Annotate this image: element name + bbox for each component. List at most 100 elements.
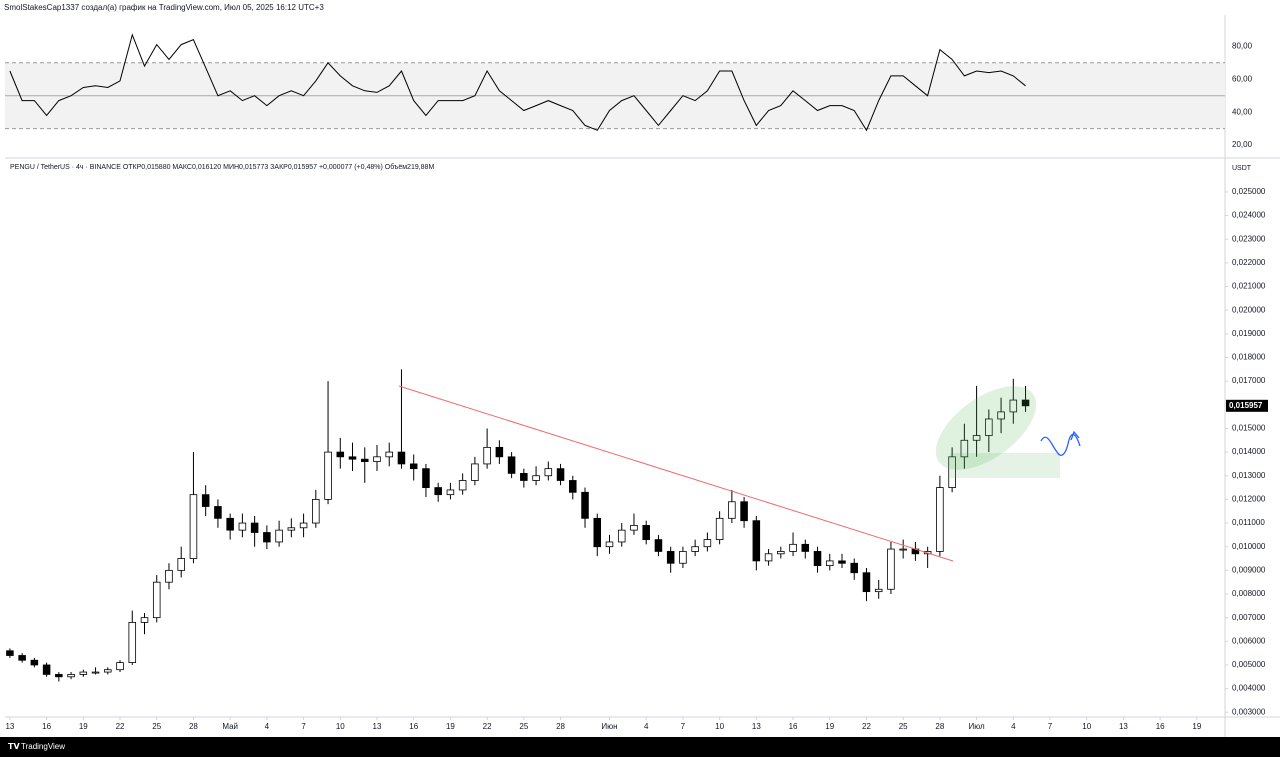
candle-body xyxy=(67,674,75,678)
candle-body xyxy=(532,475,540,481)
rsi-pane: 80,00 60,00 40,00 20,00 xyxy=(5,33,1253,149)
support-zone xyxy=(950,453,1060,478)
candle-body xyxy=(214,506,222,519)
candle-body xyxy=(348,456,357,460)
trendline xyxy=(398,385,954,562)
candle-body xyxy=(936,487,944,552)
candle-body xyxy=(238,522,247,531)
x-tick-label: 13 xyxy=(752,722,761,731)
x-tick-label: 22 xyxy=(862,722,871,731)
candle-body xyxy=(569,480,577,493)
y-tick-label: 0,007000 xyxy=(1232,613,1266,622)
candle-body xyxy=(55,674,63,678)
candle-body xyxy=(789,543,797,552)
candle-body xyxy=(764,553,773,562)
y-tick-label: 0,004000 xyxy=(1232,684,1266,693)
candle-body xyxy=(899,548,907,551)
y-tick-label: 40,00 xyxy=(1232,107,1253,116)
candle-body xyxy=(997,411,1005,420)
y-tick-label: 0,023000 xyxy=(1232,234,1266,243)
candle-body xyxy=(373,456,381,462)
x-tick-label: 10 xyxy=(1082,722,1091,731)
candle-body xyxy=(18,655,26,661)
candle-body xyxy=(556,468,565,481)
y-tick-label: 60,00 xyxy=(1232,74,1253,83)
candle-body xyxy=(887,548,895,590)
candle-body xyxy=(605,541,614,548)
x-tick-label: 4 xyxy=(1011,722,1016,731)
y-tick-label: 0,022000 xyxy=(1232,258,1266,267)
candle-body xyxy=(630,525,638,531)
header: SmolStakesCap1337 создал(а) график на Tr… xyxy=(4,3,324,12)
candle-body xyxy=(666,551,675,564)
candle-body xyxy=(299,522,308,529)
rsi-line xyxy=(9,33,1026,132)
candle-body xyxy=(593,517,602,548)
y-tick-label: 0,020000 xyxy=(1232,305,1266,314)
x-tick-label: 16 xyxy=(1156,722,1165,731)
candle-body xyxy=(397,451,406,465)
candle-body xyxy=(458,480,467,491)
candle-body xyxy=(862,572,871,593)
y-tick-label: 0,025000 xyxy=(1232,187,1266,196)
candle-body xyxy=(483,446,491,465)
x-tick-label: 10 xyxy=(336,722,345,731)
candle-body xyxy=(850,562,858,574)
y-tick-label: 0,015000 xyxy=(1232,424,1266,433)
highlight-ellipse xyxy=(935,386,1037,470)
candle-body xyxy=(520,472,528,481)
candle-body xyxy=(874,588,883,593)
x-tick-label: 22 xyxy=(483,722,492,731)
candle-body xyxy=(91,671,100,674)
x-tick-label: 22 xyxy=(116,722,125,731)
candle-body xyxy=(42,664,51,675)
x-tick-label: 19 xyxy=(79,722,88,731)
candle-body xyxy=(30,659,39,666)
x-tick-label: 25 xyxy=(899,722,908,731)
candle-body xyxy=(985,418,993,436)
x-tick-label: 13 xyxy=(1119,722,1128,731)
y-tick-label: 0,012000 xyxy=(1232,495,1266,504)
x-tick-label: 28 xyxy=(556,722,565,731)
candle-body xyxy=(471,463,479,481)
x-tick-label: 13 xyxy=(373,722,382,731)
candle-body xyxy=(838,560,846,564)
x-tick-label: Май xyxy=(222,722,238,731)
candle-body xyxy=(972,435,981,441)
candle-body xyxy=(201,494,210,507)
y-tick-label: 0,010000 xyxy=(1232,542,1266,551)
y-tick-label: 0,014000 xyxy=(1232,447,1266,456)
candle-body xyxy=(140,617,149,623)
candle-body xyxy=(507,456,516,474)
candle-body xyxy=(654,539,663,552)
candle-body xyxy=(728,501,736,519)
candle-body xyxy=(104,669,112,673)
candle-body xyxy=(825,560,834,567)
candle-body xyxy=(409,463,418,470)
footer-logo: 𝗧𝗩 xyxy=(8,742,20,751)
candle-body xyxy=(813,551,822,567)
x-tick-label: 7 xyxy=(1048,722,1053,731)
x-tick-label: 28 xyxy=(189,722,198,731)
candle-body xyxy=(422,468,430,488)
projection-arrow xyxy=(1040,430,1081,456)
candle-body xyxy=(226,517,234,531)
x-tick-label: 16 xyxy=(789,722,798,731)
candle-body xyxy=(495,446,504,458)
last-price-badge xyxy=(1226,399,1268,412)
y-tick-label: 0,013000 xyxy=(1232,471,1266,480)
candle-body xyxy=(617,529,626,543)
footer-bar xyxy=(0,737,1280,757)
candle-body xyxy=(544,468,553,477)
x-tick-label: 7 xyxy=(301,722,306,731)
candle-body xyxy=(6,650,14,656)
y-tick-label: 0,011000 xyxy=(1232,518,1265,527)
y-tick-label: 0,003000 xyxy=(1232,707,1266,716)
x-tick-label: 19 xyxy=(446,722,455,731)
x-tick-label: 28 xyxy=(935,722,944,731)
currency-label: USDT xyxy=(1232,165,1252,172)
candle-body xyxy=(703,539,712,548)
last-price-label: 0,015957 xyxy=(1229,401,1263,410)
x-tick-label: 16 xyxy=(42,722,51,731)
